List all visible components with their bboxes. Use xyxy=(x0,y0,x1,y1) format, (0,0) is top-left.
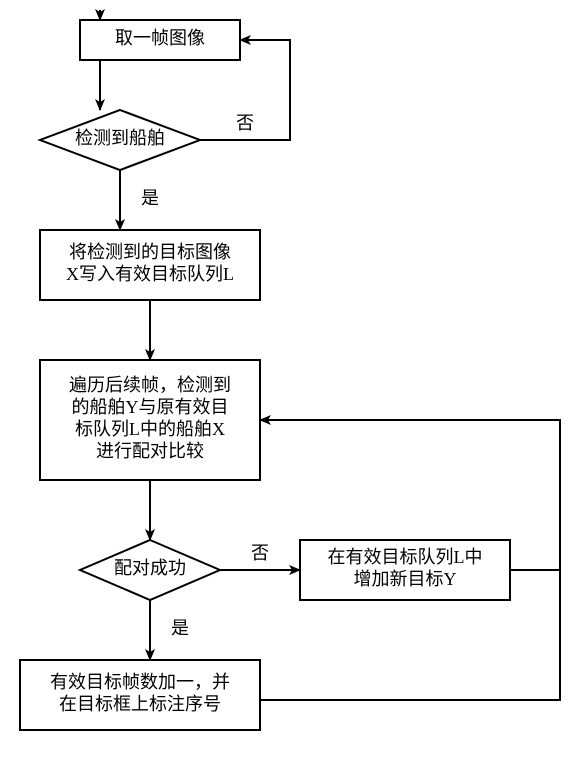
node-n5: 配对成功 xyxy=(80,540,220,600)
svg-text:配对成功: 配对成功 xyxy=(114,558,186,578)
node-n1: 取一帧图像 xyxy=(80,20,240,60)
edge-label-e_n2_no_back: 否 xyxy=(236,113,254,133)
edge-label-e_n2_yes_n3: 是 xyxy=(141,188,159,208)
svg-text:取一帧图像: 取一帧图像 xyxy=(115,28,205,48)
svg-text:检测到船舶: 检测到船舶 xyxy=(75,128,165,148)
node-n6: 在有效目标队列L中增加新目标Y xyxy=(300,540,510,600)
node-n3: 将检测到的目标图像X写入有效目标队列L xyxy=(40,230,260,300)
node-n7: 有效目标帧数加一，并在目标框上标注序号 xyxy=(20,660,260,730)
edge-label-e_n5_no_n6: 否 xyxy=(251,543,269,563)
flowchart-canvas: 取一帧图像检测到船舶将检测到的目标图像X写入有效目标队列L 遍历后续帧，检测到的船… xyxy=(0,0,583,784)
node-n2: 检测到船舶 xyxy=(40,110,200,170)
edge-label-e_n5_yes_n7: 是 xyxy=(171,618,189,638)
node-n4: 遍历后续帧，检测到的船舶Y与原有效目标队列L中的船舶X进行配对比较 xyxy=(40,360,260,480)
